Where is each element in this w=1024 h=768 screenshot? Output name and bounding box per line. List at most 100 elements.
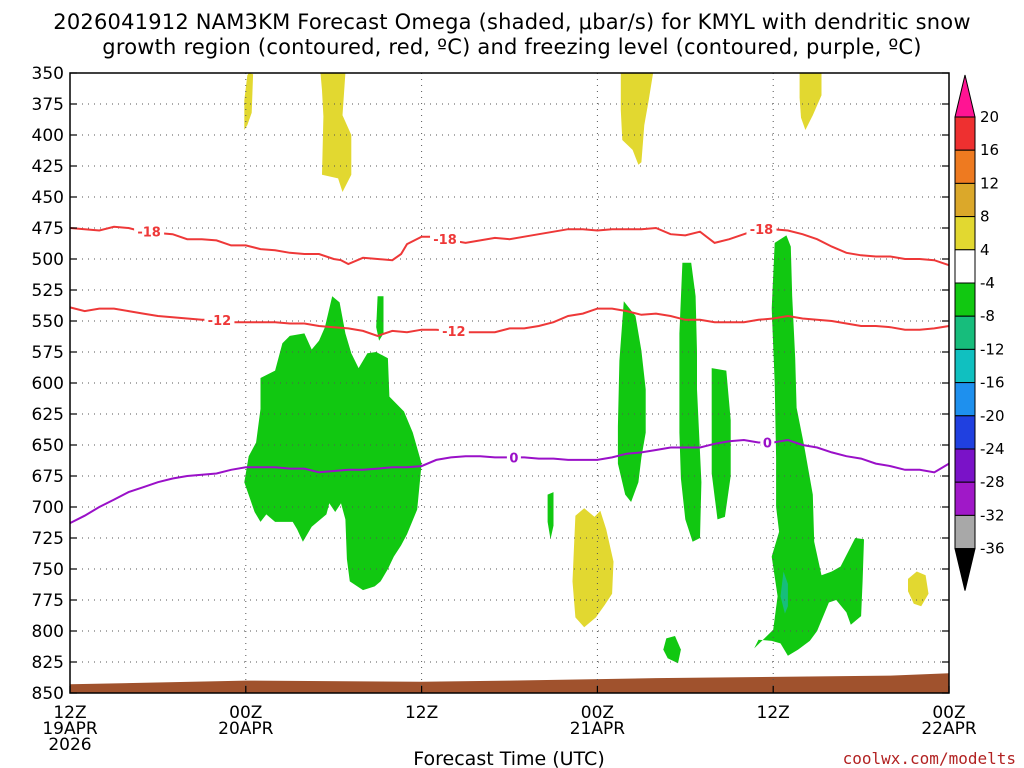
credit-text: coolwx.com/modelts — [843, 749, 1016, 768]
x-tick-label: 20APR — [218, 719, 274, 739]
omega-region-2 — [620, 73, 654, 165]
y-tick-label: 800 — [32, 622, 64, 642]
omega-region-0 — [244, 73, 254, 130]
omega-region-5 — [908, 571, 929, 607]
grid-lines — [70, 73, 949, 693]
omega-region-14 — [663, 636, 681, 664]
colorbar-label: -24 — [980, 440, 1005, 458]
y-tick-label: 550 — [32, 312, 64, 332]
colorbar-label: -28 — [980, 473, 1005, 491]
colorbar-segment — [954, 481, 976, 516]
colorbar-segment — [954, 182, 976, 218]
omega-shaded-regions — [244, 73, 929, 664]
colorbar-label: -20 — [980, 407, 1005, 425]
contour-label: -12 — [208, 314, 232, 329]
y-tick-label: 450 — [32, 188, 64, 208]
y-tick-label: 350 — [32, 64, 64, 84]
omega-region-9 — [617, 301, 646, 502]
colorbar-label: -12 — [980, 340, 1005, 358]
y-tick-label: 475 — [32, 219, 64, 239]
contour-label-bg — [506, 449, 521, 466]
colorbar-label: 20 — [980, 108, 999, 126]
contour-label-bg — [438, 322, 469, 339]
colorbar-segment — [954, 315, 976, 350]
y-tick-label: 575 — [32, 343, 64, 363]
colorbar-segment — [954, 448, 976, 483]
contour-line--12 — [69, 306, 950, 337]
y-tick-label: 375 — [32, 95, 64, 115]
contour-label: -18 — [137, 226, 161, 241]
y-tick-label: 400 — [32, 126, 64, 146]
y-tick-label: 500 — [32, 250, 64, 270]
y-tick-label: 675 — [32, 467, 64, 487]
x-tick-label: 21APR — [570, 719, 626, 739]
colorbar-label: -16 — [980, 374, 1005, 392]
y-tick-label: 750 — [32, 560, 64, 580]
omega-region-8 — [547, 492, 554, 540]
chart-title-line1: 2026041912 NAM3KM Forecast Omega (shaded… — [53, 10, 971, 34]
contour-label: -12 — [442, 325, 466, 340]
omega-region-12 — [754, 235, 864, 656]
colorbar-segment — [954, 382, 976, 417]
contour-label-bg — [430, 231, 461, 248]
y-tick-label: 700 — [32, 498, 64, 518]
colorbar-label: 4 — [980, 241, 990, 259]
colorbar-label: 8 — [980, 208, 990, 226]
x-tick-label: 19APR — [42, 719, 98, 739]
x-tick-label: 00Z — [229, 703, 262, 723]
y-tick-label: 850 — [32, 684, 64, 704]
colorbar-segment — [954, 514, 976, 550]
y-axis: 350 375 400 425 450 475 500 525 550 575 600 625 650 6… — [32, 64, 949, 704]
colorbar-label: 12 — [980, 174, 999, 192]
terrain-fill — [70, 673, 949, 693]
y-tick-label: 525 — [32, 281, 64, 301]
x-tick-label: 00Z — [581, 703, 614, 723]
omega-region-1 — [320, 73, 352, 192]
colorbar-segment — [954, 348, 976, 384]
omega-region-10 — [679, 262, 702, 542]
x-tick-label: 2026 — [48, 735, 91, 755]
colorbar-label: -4 — [980, 274, 995, 292]
y-tick-label: 725 — [32, 529, 64, 549]
omega-region-13 — [780, 571, 788, 614]
contour-label-bg — [746, 221, 777, 238]
colorbar-bottom-arrow — [954, 548, 976, 591]
y-tick-label: 625 — [32, 405, 64, 425]
omega-region-6 — [244, 296, 422, 591]
colorbar-label: -8 — [980, 307, 995, 325]
x-axis-title: Forecast Time (UTC) — [413, 748, 604, 768]
contour-label-bg — [134, 223, 165, 240]
omega-region-11 — [711, 368, 731, 520]
contour-label-bg — [760, 434, 775, 451]
omega-region-4 — [572, 508, 614, 628]
colorbar-segment — [954, 149, 976, 184]
contour-label: -18 — [433, 233, 457, 248]
chart-title-line2: growth region (contoured, red, ºC) and f… — [102, 35, 922, 59]
contour-label-bg — [204, 311, 235, 328]
colorbar: 20 16 12 8 4 -4 -8 -12 -16 -20 -24 -28 -32 -36 — [954, 74, 1005, 591]
colorbar-label: -36 — [980, 540, 1005, 558]
x-tick-label: 00Z — [932, 703, 965, 723]
colorbar-label: -32 — [980, 506, 1005, 524]
colorbar-segment — [954, 216, 976, 251]
colorbar-segment — [954, 415, 976, 450]
x-tick-label: 12Z — [53, 703, 86, 723]
temperature-contours: -18 -18 -18 -12 -12 0 0 — [69, 221, 950, 524]
colorbar-label: 16 — [980, 141, 999, 159]
contour-label: 0 — [509, 451, 518, 466]
x-tick-label: 12Z — [405, 703, 438, 723]
omega-region-7 — [376, 296, 384, 341]
terrain-surface — [70, 673, 949, 693]
contour-line--18 — [69, 225, 950, 267]
y-tick-label: 600 — [32, 374, 64, 394]
contour-label: 0 — [763, 437, 772, 452]
contour-label: -18 — [750, 223, 774, 238]
omega-region-3 — [799, 73, 822, 130]
y-tick-label: 775 — [32, 591, 64, 611]
y-tick-label: 650 — [32, 436, 64, 456]
y-tick-label: 425 — [32, 157, 64, 177]
colorbar-top-arrow — [954, 74, 976, 118]
colorbar-segment — [954, 282, 976, 317]
